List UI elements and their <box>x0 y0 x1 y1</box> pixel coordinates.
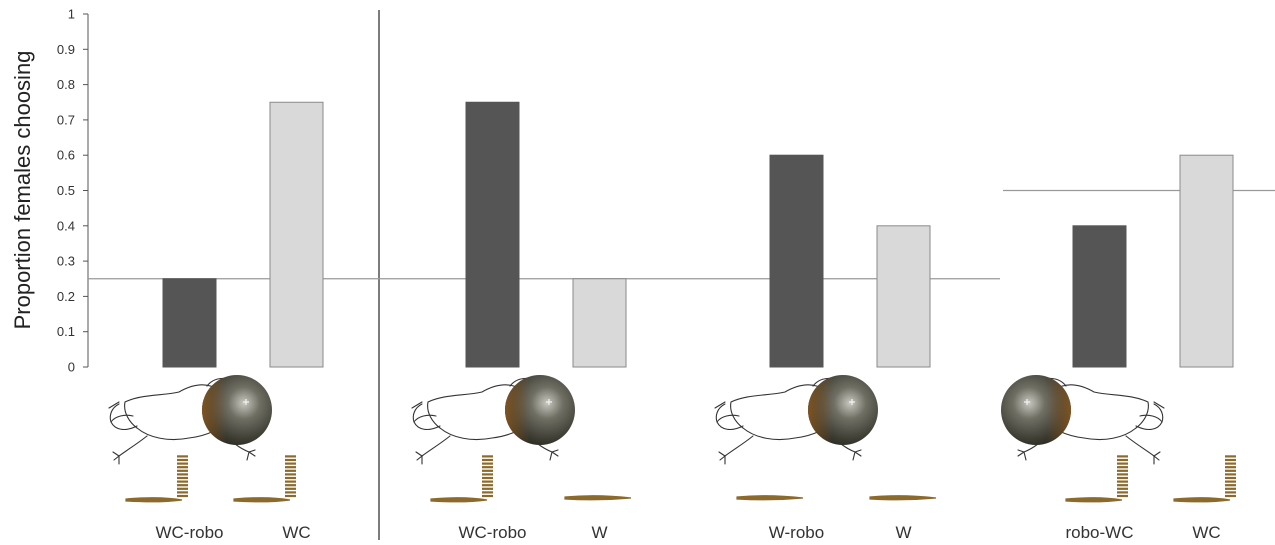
bar-wc <box>269 101 324 368</box>
whine-icon <box>736 495 804 501</box>
y-axis-title: Proportion females choosing <box>10 51 35 330</box>
bar-wc-robo <box>162 278 217 368</box>
category-label: WC-robo <box>458 523 526 542</box>
whine-chuck-icon <box>1065 455 1128 503</box>
frog-calling-icon <box>108 375 272 465</box>
y-tick-label: 1 <box>68 7 75 22</box>
bar-w <box>876 225 931 368</box>
whine-icon <box>869 495 937 501</box>
y-tick-label: 0.3 <box>57 254 75 269</box>
bar-wc <box>1179 154 1234 368</box>
bar-robo-wc <box>1072 225 1127 368</box>
y-tick-label: 0.5 <box>57 183 75 198</box>
y-tick-label: 0.7 <box>57 112 75 127</box>
whine-chuck-icon <box>430 455 493 503</box>
frog-calling-icon <box>714 375 878 465</box>
frog-calling-icon <box>411 375 575 465</box>
category-label: WC-robo <box>155 523 223 542</box>
y-tick-label: 0.4 <box>57 218 75 233</box>
bar-w-robo <box>769 154 824 368</box>
y-tick-label: 0.9 <box>57 42 75 57</box>
category-label: WC <box>282 523 310 542</box>
bar-wc-robo <box>465 101 520 368</box>
category-label: WC <box>1192 523 1220 542</box>
whine-chuck-icon <box>233 455 296 503</box>
whine-chuck-icon <box>125 455 188 503</box>
y-tick-label: 0.2 <box>57 289 75 304</box>
category-label: W <box>591 523 607 542</box>
bar-w <box>572 278 627 368</box>
y-tick-label: 0.8 <box>57 77 75 92</box>
frog-calling-icon <box>1001 375 1165 465</box>
whine-icon <box>564 495 632 501</box>
category-label: robo-WC <box>1065 523 1133 542</box>
y-tick-label: 0.6 <box>57 148 75 163</box>
whine-chuck-icon <box>1173 455 1236 503</box>
y-tick-label: 0 <box>68 360 75 375</box>
y-tick-label: 0.1 <box>57 324 75 339</box>
category-label: W <box>895 523 911 542</box>
category-label: W-robo <box>769 523 824 542</box>
